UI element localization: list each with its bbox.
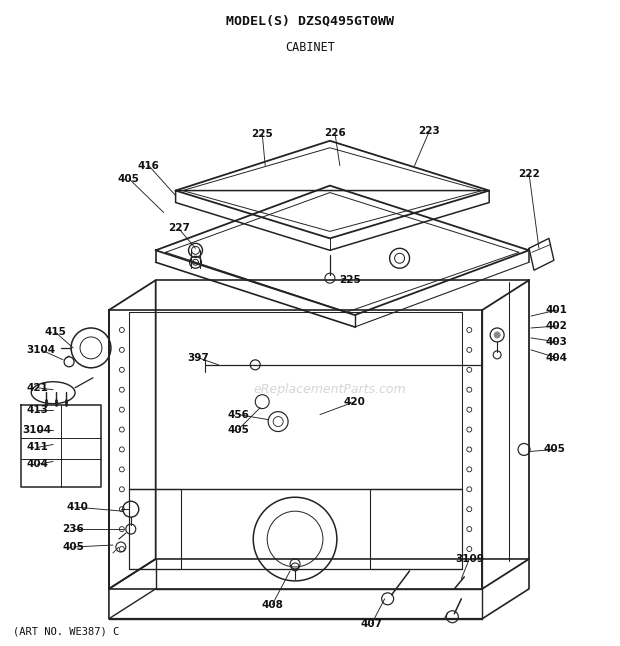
- Text: 222: 222: [518, 169, 540, 179]
- Text: eReplacementParts.com: eReplacementParts.com: [254, 383, 406, 396]
- Text: 407: 407: [361, 619, 383, 629]
- Text: 456: 456: [228, 410, 249, 420]
- Text: 225: 225: [339, 275, 361, 285]
- Text: 223: 223: [418, 126, 440, 136]
- Text: 401: 401: [546, 305, 568, 315]
- Text: 402: 402: [546, 321, 568, 331]
- Text: 403: 403: [546, 337, 568, 347]
- Text: 3109: 3109: [455, 554, 484, 564]
- Text: 421: 421: [26, 382, 48, 393]
- Text: 410: 410: [66, 502, 88, 512]
- Text: 405: 405: [118, 174, 140, 183]
- Text: MODEL(S) DZSQ495GT0WW: MODEL(S) DZSQ495GT0WW: [226, 14, 394, 27]
- Text: 226: 226: [324, 128, 346, 138]
- Text: 236: 236: [62, 524, 84, 534]
- Text: 3104: 3104: [23, 424, 52, 435]
- Text: 404: 404: [546, 353, 568, 363]
- Text: 227: 227: [167, 224, 190, 233]
- Text: 225: 225: [251, 129, 273, 139]
- Text: 397: 397: [188, 353, 210, 363]
- Text: 405: 405: [544, 444, 566, 454]
- Text: 420: 420: [344, 397, 366, 407]
- Text: (ART NO. WE387) C: (ART NO. WE387) C: [14, 627, 120, 637]
- Text: CABINET: CABINET: [285, 41, 335, 54]
- Text: 3104: 3104: [27, 345, 56, 355]
- Circle shape: [494, 332, 500, 338]
- Text: 411: 411: [26, 443, 48, 452]
- Text: 405: 405: [62, 542, 84, 552]
- Text: 404: 404: [26, 459, 48, 470]
- Text: 408: 408: [261, 599, 283, 610]
- Text: 415: 415: [44, 327, 66, 337]
- Text: 405: 405: [228, 424, 249, 435]
- Text: 413: 413: [26, 404, 48, 415]
- Text: 416: 416: [138, 161, 160, 171]
